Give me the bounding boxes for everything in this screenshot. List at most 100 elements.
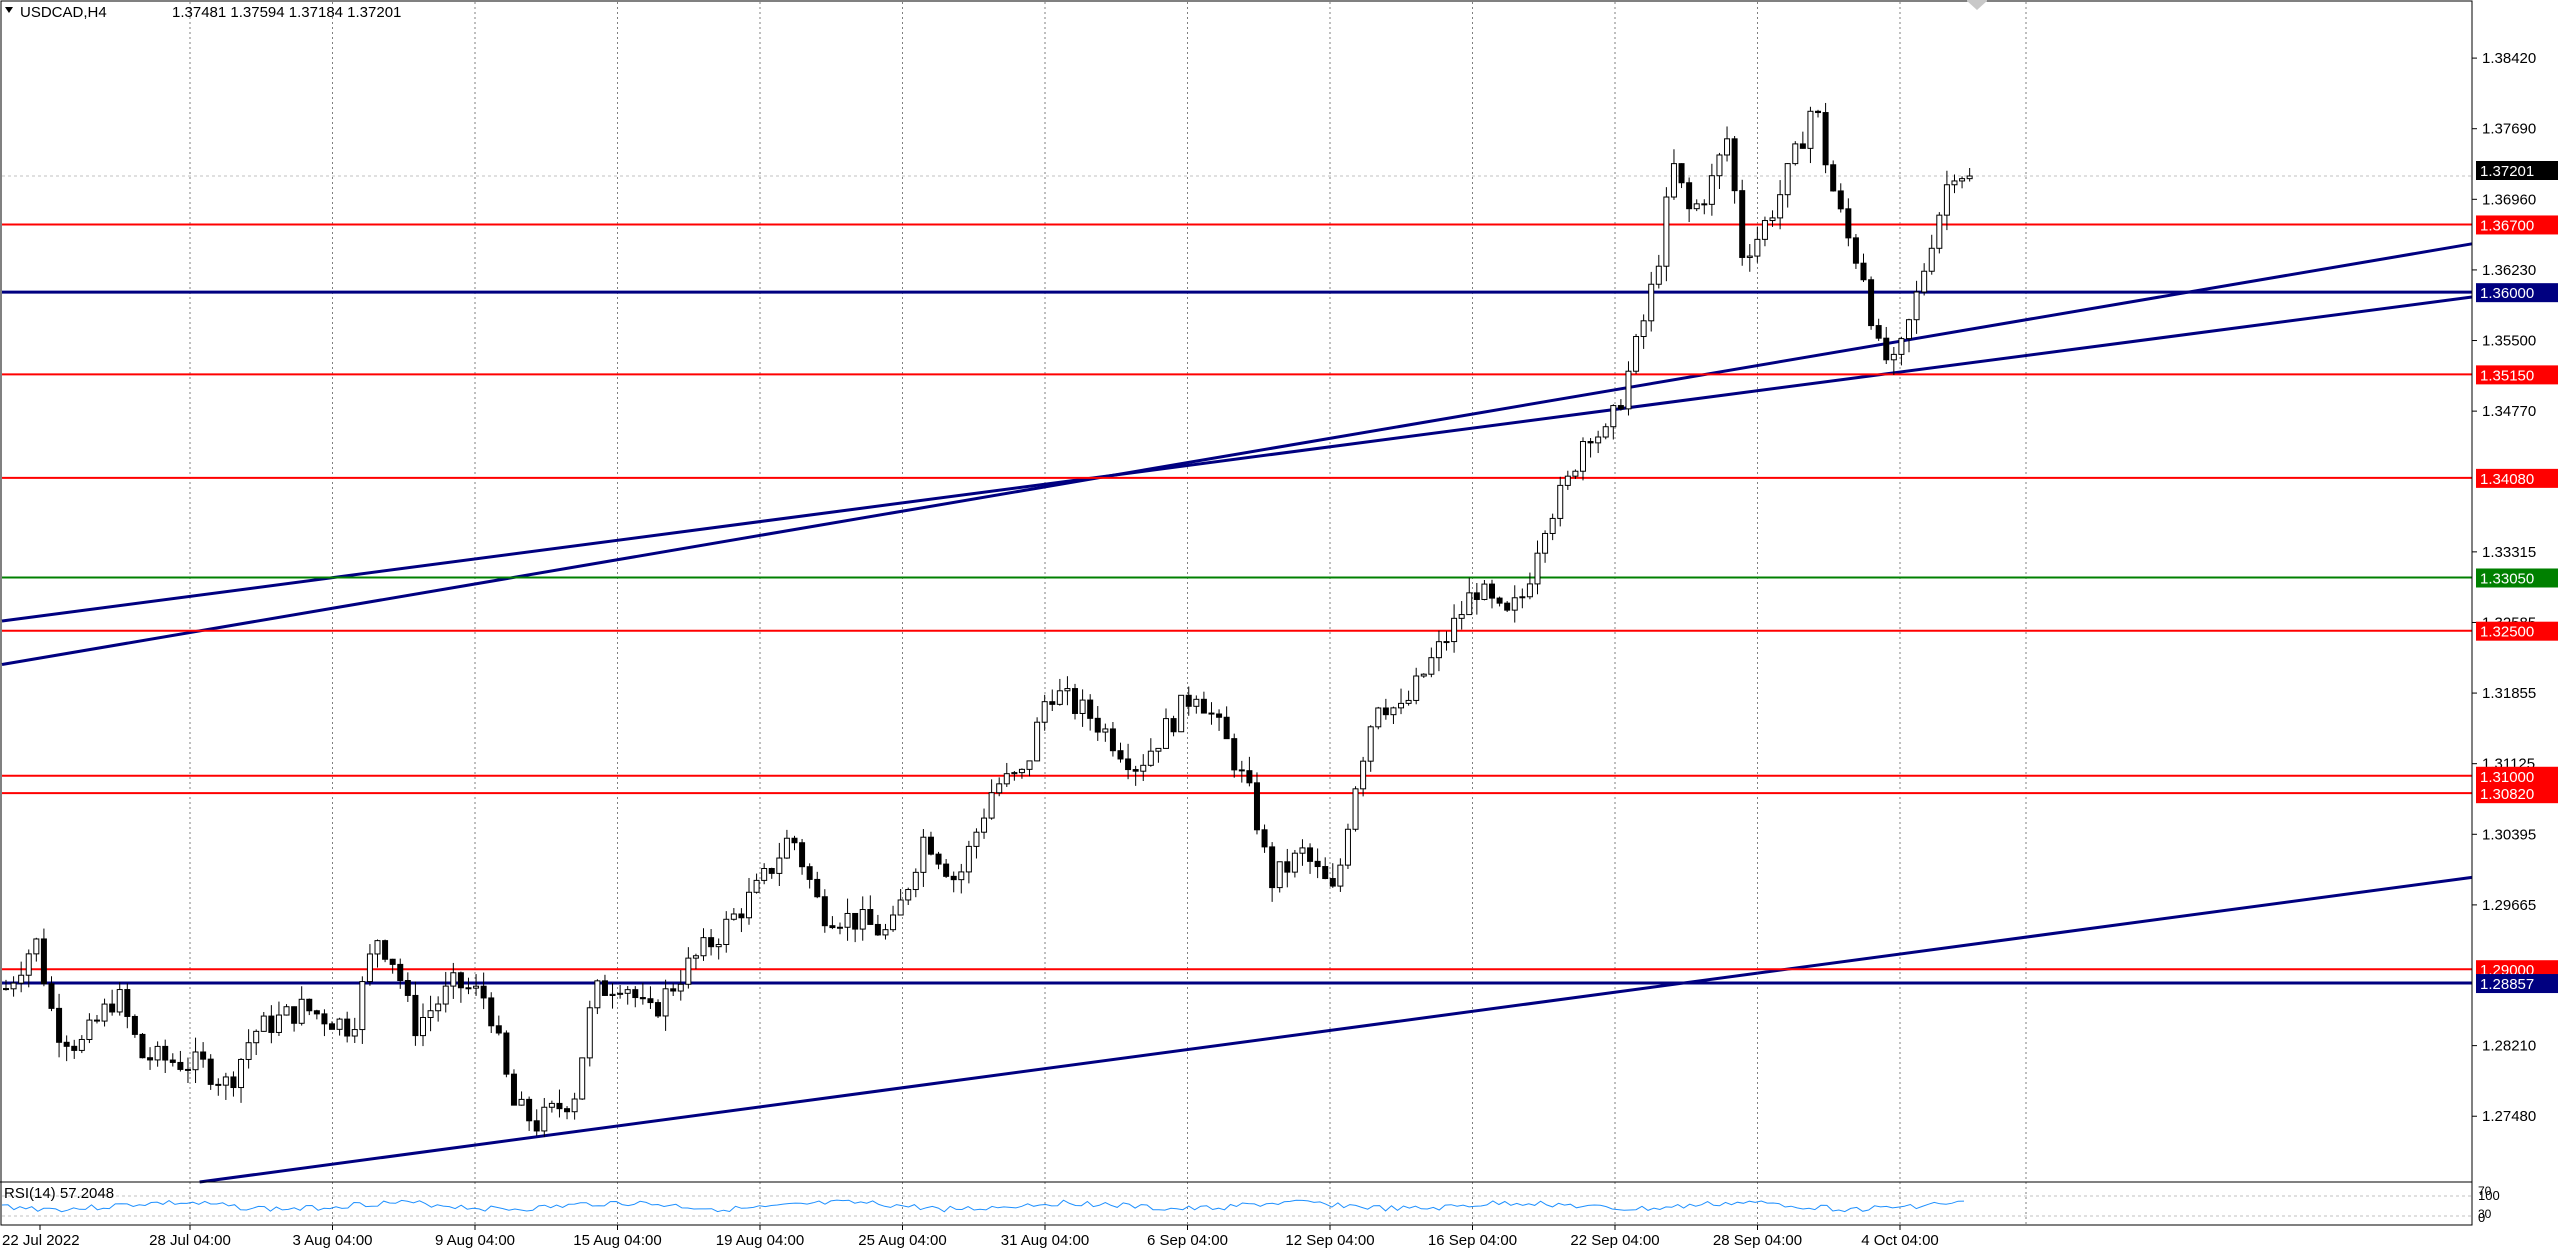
candle [230, 1071, 237, 1097]
candle-bull-body [836, 926, 843, 929]
candle-bear-body [1739, 190, 1746, 258]
candle-bull-body [1557, 484, 1564, 519]
candle-bull-body [518, 1098, 525, 1106]
candle-bull-body [958, 871, 965, 881]
candle-bear-body [184, 1068, 191, 1071]
candle [594, 979, 601, 1015]
candle-bull-body [761, 868, 768, 881]
candle-bear-body [1473, 592, 1480, 600]
candle [321, 1009, 328, 1037]
price-axis-label: 1.36230 [2482, 262, 2536, 279]
candle-bear-body [495, 1025, 502, 1034]
candle [359, 976, 366, 1044]
candle [1079, 689, 1086, 727]
candle [905, 887, 912, 906]
candle [738, 908, 745, 933]
candle-bear-body [874, 923, 881, 936]
candle-bull-body [374, 940, 381, 955]
candle-bear-body [1845, 208, 1852, 239]
candle [1860, 253, 1867, 282]
level-label: 1.31000 [2480, 769, 2534, 786]
candle [1686, 177, 1693, 223]
candle-bull-body [260, 1015, 267, 1032]
candle [1746, 244, 1753, 272]
candle [571, 1092, 578, 1120]
candle [435, 996, 442, 1022]
time-axis-label: 22 Sep 04:00 [1570, 1232, 1659, 1249]
candle-bear-body [533, 1120, 540, 1132]
symbol-timeframe: USDCAD,H4 [20, 4, 107, 21]
candle [3, 979, 9, 991]
triangle-down-icon[interactable] [5, 7, 13, 13]
time-axis-label: 28 Sep 04:00 [1713, 1232, 1802, 1249]
shift-marker-icon[interactable] [1966, 0, 1988, 10]
candle-bull-body [1625, 370, 1632, 410]
candle-bull-body [753, 879, 760, 893]
candle-bear-body [56, 1007, 63, 1043]
candle [147, 1047, 154, 1070]
candle-bear-body [1132, 769, 1139, 772]
candle-bull-body [1633, 336, 1640, 372]
candle [495, 1015, 502, 1036]
candle-bear-body [950, 875, 957, 881]
candle [1504, 601, 1511, 612]
candle [1792, 141, 1799, 166]
candle [18, 961, 25, 993]
candle [988, 779, 995, 820]
candle-bear-body [1231, 738, 1238, 771]
candle [1049, 689, 1056, 712]
candle-bull-body [730, 913, 737, 920]
candle-bull-body [238, 1058, 245, 1089]
candle [1890, 346, 1897, 375]
candle-bull-body [571, 1098, 578, 1113]
candle-bear-body [829, 925, 836, 929]
candle [329, 1021, 336, 1030]
candle [776, 842, 783, 887]
candle [1253, 772, 1260, 835]
rsi-axis-bottom: 0 [2478, 1210, 2485, 1225]
candle-bull-body [700, 937, 707, 957]
candle [86, 1013, 93, 1044]
candle [1360, 756, 1367, 797]
candle [1579, 437, 1586, 481]
candle [1708, 163, 1715, 216]
candle [351, 1017, 358, 1044]
time-axis-label: 12 Sep 04:00 [1285, 1232, 1374, 1249]
candle [1663, 187, 1670, 282]
candle-bear-body [465, 987, 472, 990]
candle-bull-body [579, 1057, 586, 1100]
candle-bear-body [147, 1057, 154, 1061]
candle [336, 1017, 343, 1036]
candle [1329, 863, 1336, 888]
candle [1299, 839, 1306, 866]
candle [404, 972, 411, 1002]
candle-bull-body [1102, 728, 1109, 733]
candle-bull-body [624, 989, 631, 994]
candle [874, 914, 881, 936]
candle-bull-body [450, 972, 457, 987]
candle [609, 983, 616, 1009]
price-axis-label: 1.33315 [2482, 544, 2536, 561]
lower-channel-line[interactable] [1, 295, 2473, 623]
candle [71, 1039, 78, 1059]
candle-bear-body [1678, 163, 1685, 184]
candle-bull-body [1352, 788, 1359, 830]
level-label: 1.34080 [2480, 471, 2534, 488]
upper-channel-line[interactable] [1, 242, 2473, 667]
candle [1724, 126, 1731, 162]
candle-bear-body [1170, 718, 1177, 733]
candle [412, 981, 419, 1046]
long-support-line[interactable] [199, 875, 2473, 1184]
candle-bear-body [503, 1032, 510, 1075]
candle-bull-body [1716, 154, 1723, 177]
candle-bear-body [313, 1010, 320, 1015]
candle-bull-body [692, 955, 699, 959]
candle-bull-body [1936, 214, 1943, 249]
candle-bear-body [1314, 860, 1321, 868]
candle-bull-body [973, 831, 980, 847]
candle-bull-body [609, 993, 616, 996]
candle [1162, 708, 1169, 749]
candle-bull-body [253, 1030, 260, 1044]
